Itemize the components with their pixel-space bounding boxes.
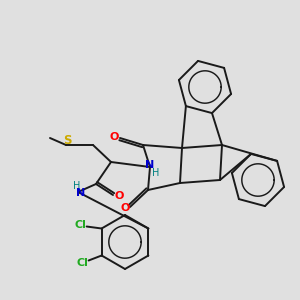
Text: Cl: Cl: [75, 220, 87, 230]
Text: O: O: [120, 203, 130, 213]
Text: O: O: [114, 191, 124, 201]
Text: H: H: [73, 181, 81, 191]
Text: S: S: [63, 134, 71, 146]
Text: H: H: [152, 168, 160, 178]
Text: Cl: Cl: [77, 257, 88, 268]
Text: N: N: [76, 188, 85, 198]
Text: N: N: [146, 160, 154, 170]
Text: O: O: [109, 132, 119, 142]
